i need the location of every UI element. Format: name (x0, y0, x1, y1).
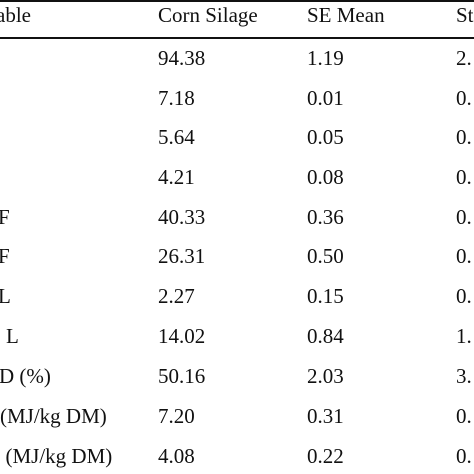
table-row-0-se-mean: 1.19 (307, 46, 344, 70)
table-row-8-corn-silage: 50.16 (158, 364, 206, 388)
table-row-7-se-mean: 0.84 (307, 324, 344, 348)
table-top-rule (0, 0, 474, 2)
table-row-1-se-mean: 0.01 (307, 86, 344, 110)
table-row-9-st: 0. (456, 404, 472, 428)
table-row-3-se-mean: 0.08 (307, 165, 344, 189)
table-row-6-se-mean: 0.15 (307, 284, 344, 308)
table-row-5-st: 0. (456, 244, 472, 268)
table-row-10-st: 0. (456, 444, 472, 468)
table-row-6-corn-silage: 2.27 (158, 284, 195, 308)
table-row-4-variable: F (0, 205, 10, 229)
table-row-10-variable: . (MJ/kg DM) (0, 444, 113, 468)
table-row-8-variable: D (%) (0, 364, 51, 388)
table-row-8-se-mean: 2.03 (307, 364, 344, 388)
table-row-4-st: 0. (456, 205, 472, 229)
header-se-mean: SE Mean (307, 3, 385, 27)
table-row-0-st: 2. (456, 46, 472, 70)
table-row-3-st: 0. (456, 165, 472, 189)
table-row-8-st: 3. (456, 364, 472, 388)
table-row-7-corn-silage: 14.02 (158, 324, 206, 348)
table-row-9-se-mean: 0.31 (307, 404, 344, 428)
table-row-2-st: 0. (456, 125, 472, 149)
table-row-1-st: 0. (456, 86, 472, 110)
table-row-10-corn-silage: 4.08 (158, 444, 195, 468)
table-row-1-corn-silage: 7.18 (158, 86, 195, 110)
table-row-4-corn-silage: 40.33 (158, 205, 206, 229)
table-row-5-variable: F (0, 244, 10, 268)
table-row-2-corn-silage: 5.64 (158, 125, 195, 149)
table-row-7-st: 1. (456, 324, 472, 348)
header-corn-silage: Corn Silage (158, 3, 258, 27)
table-row-9-variable: (MJ/kg DM) (0, 404, 107, 428)
table-row-0-corn-silage: 94.38 (158, 46, 206, 70)
table-row-2-se-mean: 0.05 (307, 125, 344, 149)
table-row-5-se-mean: 0.50 (307, 244, 344, 268)
header-variable: able (0, 3, 31, 27)
table-row-5-corn-silage: 26.31 (158, 244, 206, 268)
table-row-7-variable: L (6, 324, 19, 348)
table-row-6-variable: L (0, 284, 11, 308)
header-st: St (456, 3, 474, 27)
table-row-4-se-mean: 0.36 (307, 205, 344, 229)
table-row-10-se-mean: 0.22 (307, 444, 344, 468)
table-row-9-corn-silage: 7.20 (158, 404, 195, 428)
table-header-rule (0, 37, 474, 39)
table-row-3-corn-silage: 4.21 (158, 165, 195, 189)
table-row-6-st: 0. (456, 284, 472, 308)
